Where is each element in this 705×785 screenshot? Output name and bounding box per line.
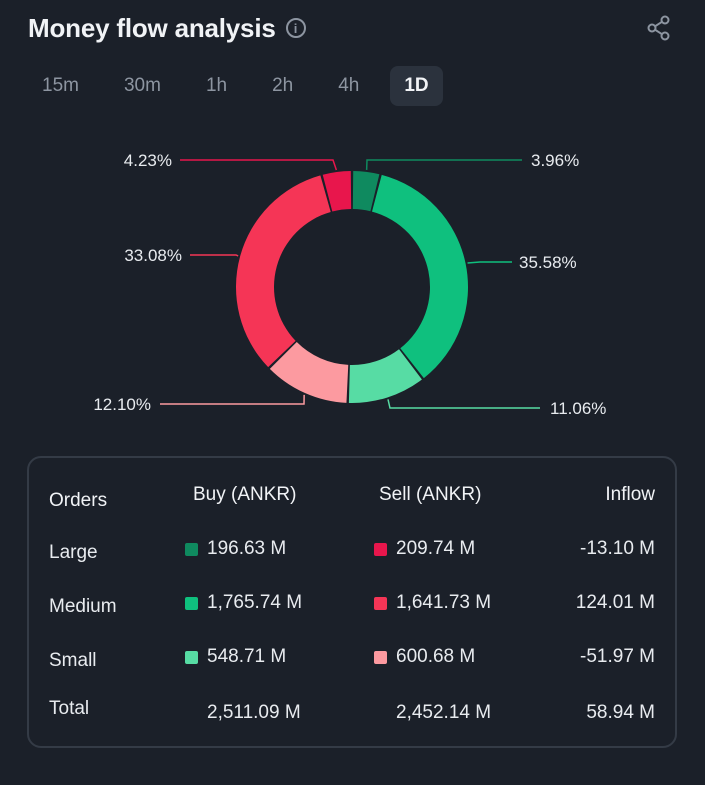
sell-large-swatch <box>374 542 387 556</box>
segment-percent-label: 4.23% <box>124 151 172 170</box>
tab-1d[interactable]: 1D <box>390 66 443 106</box>
page-title: Money flow analysis <box>28 12 276 43</box>
buy-cell: 548.71 M <box>185 646 286 668</box>
tab-15m[interactable]: 15m <box>42 75 79 96</box>
segment-percent-label: 3.96% <box>531 151 579 170</box>
donut-segment-sell-small <box>269 342 349 403</box>
table-header: Orders Buy (ANKR) Sell (ANKR) Inflow <box>29 484 675 511</box>
segment-percent-label: 12.10% <box>93 395 151 414</box>
sell-medium-swatch <box>374 596 387 610</box>
order-label: Large <box>49 542 98 563</box>
total-label: Total <box>49 698 90 719</box>
leader-line <box>180 159 338 171</box>
orders-table: Orders Buy (ANKR) Sell (ANKR) Inflow Lar… <box>27 456 677 748</box>
buy-cell: 196.63 M <box>185 538 286 560</box>
tab-2h[interactable]: 2h <box>272 75 294 96</box>
segment-percent-label: 35.58% <box>519 253 577 272</box>
buy-small-swatch <box>185 650 198 664</box>
info-icon[interactable]: i <box>285 18 306 38</box>
inflow-value: 124.01 M <box>575 592 655 613</box>
sell-cell: 209.74 M <box>374 538 475 560</box>
buy-large-swatch <box>185 542 198 556</box>
buy-cell: 1,765.74 M <box>185 592 302 614</box>
donut-segment-sell-large <box>322 171 352 212</box>
order-label: Small <box>49 650 97 671</box>
inflow-value: -13.10 M <box>580 538 655 559</box>
inflow-value: -51.97 M <box>580 646 655 667</box>
donut-segment-buy-medium <box>371 174 468 379</box>
buy-medium-swatch <box>185 596 198 610</box>
table-total-row: Total 2,511.09 M 2,452.14 M 58.94 M <box>29 698 675 724</box>
leader-line <box>365 159 522 170</box>
segment-percent-label: 11.06% <box>550 399 606 418</box>
sell-value: 600.68 M <box>396 646 476 667</box>
leader-line <box>190 254 239 257</box>
donut-segment-buy-small <box>348 349 422 403</box>
sell-value: 1,641.73 M <box>396 592 492 613</box>
table-row: Medium 1,765.74 M 1,641.73 M 124.01 M <box>29 592 675 618</box>
table-row: Small 548.71 M 600.68 M -51.97 M <box>29 646 675 672</box>
header: Money flow analysis i <box>28 10 677 46</box>
header-orders: Orders <box>49 490 108 511</box>
buy-value: 1,765.74 M <box>207 592 303 613</box>
leader-line <box>387 399 540 409</box>
donut-segment-buy-large <box>352 171 380 212</box>
timeframe-tabs: 15m 30m 1h 2h 4h 1D <box>28 66 460 106</box>
money-flow-donut-chart: 3.96% 35.58% 11.06% 12.10% 33.08% 4.23% <box>0 140 705 430</box>
donut-svg: 3.96% 35.58% 11.06% 12.10% 33.08% 4.23% <box>93 151 606 418</box>
share-icon[interactable] <box>645 14 673 42</box>
buy-value: 548.71 M <box>207 646 287 667</box>
buy-value: 196.63 M <box>207 538 287 559</box>
header-inflow: Inflow <box>605 484 655 505</box>
sell-cell: 1,641.73 M <box>374 592 491 614</box>
donut-segment-sell-medium <box>235 175 331 368</box>
tab-30m[interactable]: 30m <box>123 75 161 96</box>
segment-percent-label: 33.08% <box>124 246 182 265</box>
tab-4h[interactable]: 4h <box>338 75 360 96</box>
sell-small-swatch <box>374 650 387 664</box>
leader-line <box>467 261 512 264</box>
header-sell: Sell (ANKR) <box>379 484 482 505</box>
sell-cell: 600.68 M <box>374 646 475 668</box>
sell-value: 209.74 M <box>396 538 476 559</box>
order-label: Medium <box>49 596 117 617</box>
tab-1h[interactable]: 1h <box>205 75 228 96</box>
header-buy: Buy (ANKR) <box>193 484 297 505</box>
total-inflow-value: 58.94 M <box>586 702 655 723</box>
total-buy-value: 2,511.09 M <box>207 702 301 723</box>
leader-line <box>160 394 305 405</box>
table-row: Large 196.63 M 209.74 M -13.10 M <box>29 538 675 564</box>
total-sell-value: 2,452.14 M <box>396 702 492 723</box>
